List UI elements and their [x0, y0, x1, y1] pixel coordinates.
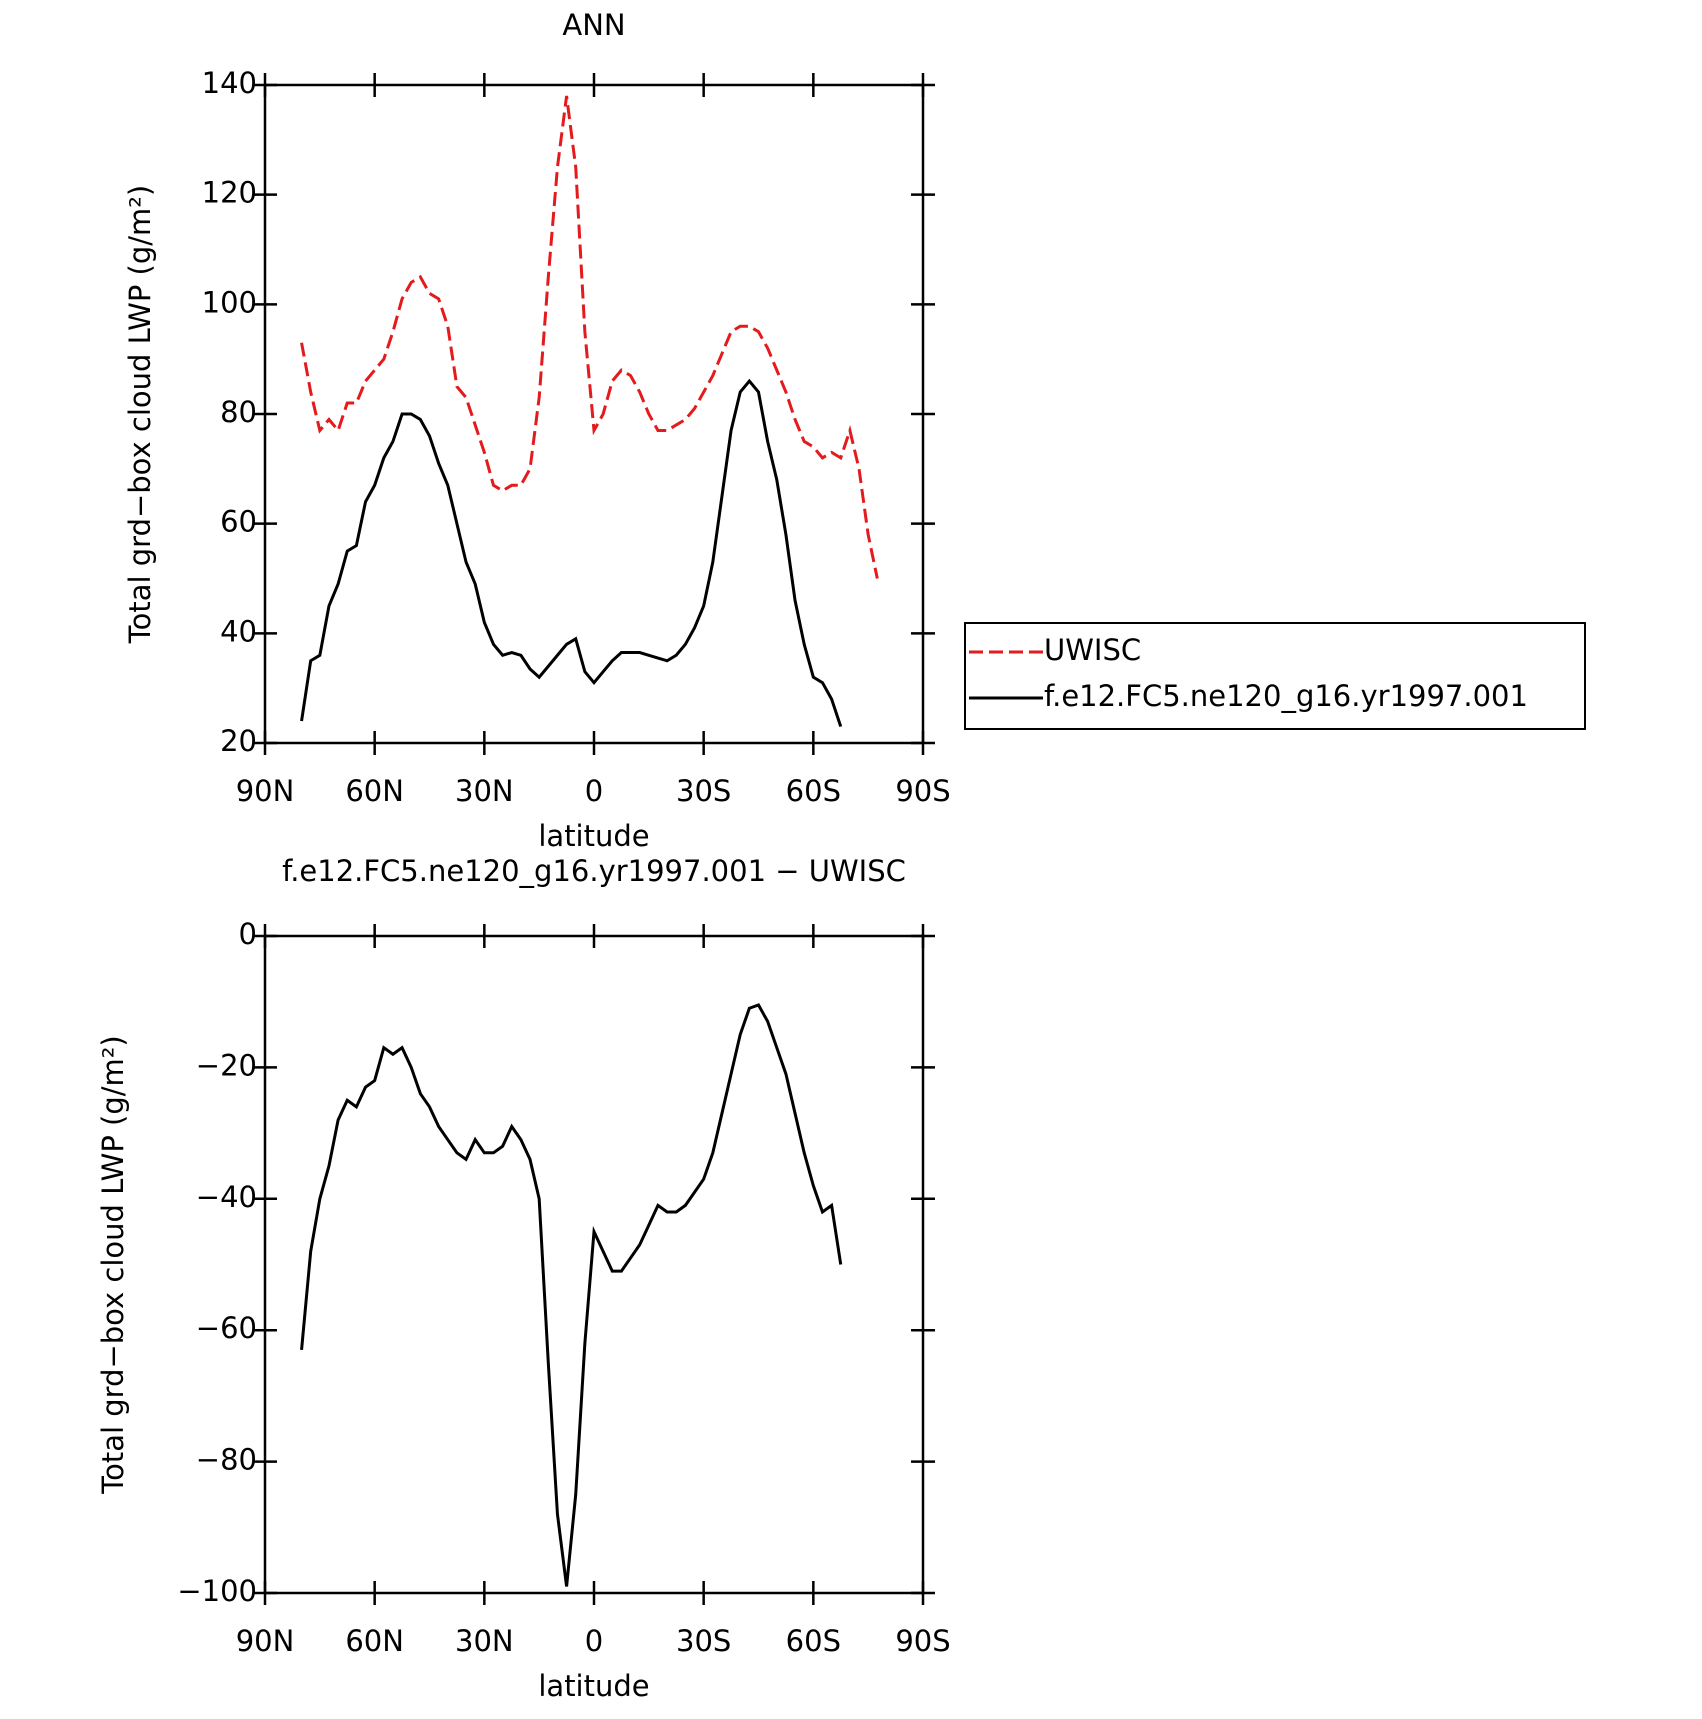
y-tick-label: 100 [202, 285, 257, 319]
x-tick-label: 90N [236, 774, 295, 808]
x-tick-label: 60N [345, 1624, 404, 1658]
y-tick-label: 0 [239, 917, 257, 951]
y-tick-label: 20 [220, 724, 257, 758]
x-tick-label: 30S [676, 1624, 731, 1658]
chart-title: ANN [562, 8, 625, 42]
data-line [300, 95, 879, 579]
x-tick-label: 0 [585, 774, 603, 808]
y-tick-label: 120 [202, 176, 257, 210]
y-tick-label: 60 [220, 505, 257, 539]
x-axis-label: latitude [538, 819, 649, 853]
y-tick-label: −60 [196, 1311, 257, 1345]
y-tick-label: 80 [220, 395, 257, 429]
data-line [300, 1003, 843, 1587]
x-tick-label: 60N [345, 774, 404, 808]
x-axis-label: latitude [538, 1669, 649, 1703]
x-tick-label: 60S [786, 774, 841, 808]
plot-frame [263, 83, 925, 745]
legend-label: UWISC [1044, 633, 1141, 667]
y-axis-label: Total grd−box cloud LWP (g/m²) [123, 185, 157, 644]
x-tick-label: 30N [455, 1624, 514, 1658]
x-tick-label: 0 [585, 1624, 603, 1658]
x-tick-label: 60S [786, 1624, 841, 1658]
plot-frame [263, 934, 925, 1595]
x-tick-label: 30N [455, 774, 514, 808]
x-tick-label: 90N [236, 1624, 295, 1658]
y-tick-label: −80 [196, 1443, 257, 1477]
x-tick-label: 30S [676, 774, 731, 808]
data-line [300, 378, 843, 728]
y-tick-label: 140 [202, 66, 257, 100]
x-tick-label: 90S [895, 774, 950, 808]
y-tick-label: −20 [196, 1048, 257, 1082]
x-tick-label: 90S [895, 1624, 950, 1658]
y-tick-label: 40 [220, 614, 257, 648]
legend-label: f.e12.FC5.ne120_g16.yr1997.001 [1044, 679, 1528, 713]
y-tick-label: −40 [196, 1180, 257, 1214]
y-axis-label: Total grd−box cloud LWP (g/m²) [96, 1035, 130, 1494]
legend-box [964, 622, 1586, 730]
chart-title: f.e12.FC5.ne120_g16.yr1997.001 − UWISC [282, 854, 906, 888]
y-tick-label: −100 [177, 1574, 257, 1608]
